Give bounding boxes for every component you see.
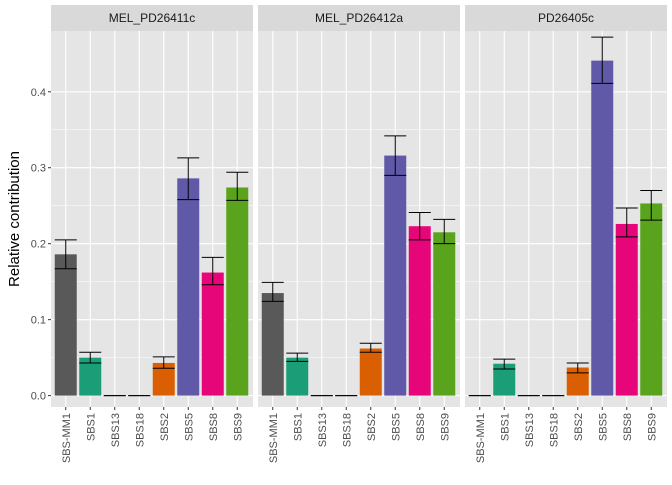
x-tick-label: SBS18 (548, 413, 560, 447)
x-tick-label: SBS9 (646, 413, 658, 441)
x-tick-label: SBS1 (499, 413, 511, 441)
bar-sbs-mm1 (55, 254, 77, 395)
x-tick-label: SBS2 (366, 413, 378, 441)
y-tick-label: 0.0 (31, 391, 46, 403)
x-tick-label: SBS18 (134, 413, 146, 447)
x-tick-label: SBS9 (232, 413, 244, 441)
facet-title: MEL_PD26411c (109, 11, 196, 25)
x-tick-label: SBS2 (573, 413, 585, 441)
bar-sbs-mm1 (262, 293, 284, 396)
x-tick-label: SBS8 (622, 413, 634, 441)
x-tick-label: SBS2 (159, 413, 171, 441)
x-tick-label: SBS5 (183, 413, 195, 441)
bar-sbs5 (384, 156, 406, 396)
x-tick-label: SBS-MM1 (475, 413, 487, 463)
x-tick-label: SBS13 (524, 413, 536, 447)
x-tick-label: SBS9 (439, 413, 451, 441)
x-tick-label: SBS18 (341, 413, 353, 447)
y-axis-title: Relative contribution (6, 151, 23, 287)
x-tick-label: SBS-MM1 (61, 413, 73, 463)
x-tick-label: SBS-MM1 (268, 413, 280, 463)
bar-sbs8 (409, 226, 431, 395)
x-tick-label: SBS8 (415, 413, 427, 441)
bar-sbs9 (433, 232, 455, 395)
bar-sbs8 (202, 273, 224, 396)
bar-sbs1 (286, 358, 308, 396)
bar-sbs9 (226, 187, 248, 395)
x-tick-label: SBS5 (597, 413, 609, 441)
bar-sbs9 (640, 203, 662, 395)
bar-sbs5 (591, 61, 613, 396)
bar-sbs8 (616, 224, 638, 396)
y-tick-label: 0.3 (31, 163, 46, 175)
facet-title: MEL_PD26412a (315, 11, 403, 25)
x-tick-label: SBS1 (292, 413, 304, 441)
bar-sbs5 (177, 178, 199, 395)
facet-title: PD26405c (538, 11, 594, 25)
bar-sbs2 (360, 349, 382, 396)
y-tick-label: 0.4 (31, 87, 46, 99)
x-tick-label: SBS13 (110, 413, 122, 447)
x-tick-label: SBS5 (390, 413, 402, 441)
x-tick-label: SBS13 (317, 413, 329, 447)
x-tick-label: SBS1 (85, 413, 97, 441)
y-tick-label: 0.2 (31, 239, 46, 251)
y-tick-label: 0.1 (31, 315, 46, 327)
x-tick-label: SBS8 (208, 413, 220, 441)
